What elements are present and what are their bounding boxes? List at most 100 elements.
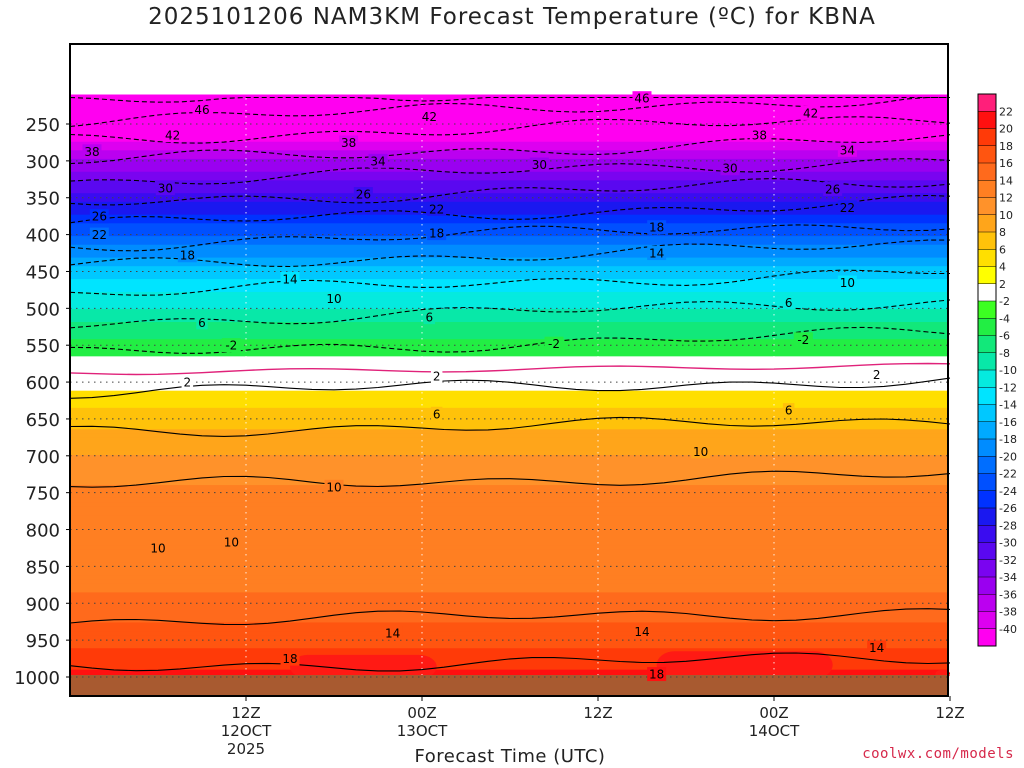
contour-label: 10	[326, 480, 341, 494]
contour-label: 18	[649, 221, 664, 235]
contour-label: 10	[150, 541, 165, 555]
colorbar-label: 10	[999, 209, 1013, 222]
colorbar-swatch	[978, 214, 996, 233]
temperature-band	[70, 399, 948, 405]
isotherm-line	[69, 224, 951, 252]
contour-label: 6	[785, 296, 793, 310]
colorbar-label: -32	[999, 554, 1017, 567]
temperature-band	[70, 300, 948, 306]
isotherm-line	[69, 116, 951, 144]
temperature-band	[70, 665, 948, 671]
temperature-band	[70, 223, 948, 229]
temperature-band	[70, 673, 948, 675]
colorbar-label: 14	[999, 174, 1013, 187]
y-tick-label: 400	[26, 226, 60, 247]
contour-label: 30	[158, 182, 173, 196]
colorbar-swatch	[978, 508, 996, 526]
temperature-band	[70, 347, 948, 353]
isotherms	[69, 96, 951, 672]
contour-label: 18	[180, 249, 195, 263]
contour-label-bg	[793, 332, 813, 347]
plot-frame	[69, 43, 949, 697]
contour-label: -2	[797, 333, 809, 347]
temperature-band	[70, 180, 948, 186]
contour-label-bg	[427, 226, 447, 241]
temperature-band	[70, 579, 948, 585]
colorbar-label: -22	[999, 468, 1017, 481]
temperature-band	[70, 493, 948, 499]
colorbar-swatch	[978, 197, 996, 216]
colorbar-label: -34	[999, 571, 1017, 584]
temperature-band	[70, 643, 948, 649]
temperature-band	[70, 631, 948, 636]
temperature-band	[70, 459, 948, 465]
temperature-band	[70, 210, 948, 216]
contour-label-bg	[430, 369, 443, 384]
contour-label: 10	[326, 292, 341, 306]
temperature-band	[70, 201, 948, 207]
contour-label: 46	[634, 92, 649, 106]
temperature-band	[70, 515, 948, 521]
contour-label-bg	[383, 625, 403, 640]
y-tick-label: 450	[26, 262, 60, 283]
temperature-band	[70, 296, 948, 302]
isotherm-line	[69, 326, 951, 354]
contour-label-bg	[324, 479, 344, 494]
isotherm-line	[69, 158, 951, 185]
contour-label-bg	[177, 248, 197, 263]
colorbar-label: 8	[999, 226, 1006, 239]
isotherm-line	[69, 178, 951, 206]
temperature-band	[70, 244, 948, 250]
colorbar-swatch	[978, 128, 996, 147]
contour-label: -2	[225, 339, 237, 353]
colorbar-swatch	[978, 266, 996, 285]
colorbar-swatch	[978, 490, 996, 509]
temperature-band	[70, 420, 948, 426]
temperature-band	[70, 480, 948, 486]
temperature-band	[70, 626, 948, 632]
colorbar-label: 20	[999, 123, 1013, 136]
contour-label: 10	[224, 536, 239, 550]
colorbar-swatch	[978, 611, 996, 630]
temperature-band	[70, 249, 948, 254]
contour-label: 34	[840, 143, 855, 157]
temperature-band	[70, 137, 948, 143]
contour-label-bg	[782, 295, 795, 310]
contour-label-bg	[148, 540, 168, 555]
x-tick-label: 2025	[227, 740, 265, 758]
temperature-band	[70, 120, 948, 126]
contour-label: 18	[649, 668, 664, 682]
contour-label: 30	[532, 158, 547, 172]
temperature-band	[70, 124, 948, 130]
temperature-band	[70, 639, 948, 645]
isotherm-line	[69, 299, 951, 329]
temperature-band	[70, 669, 948, 675]
contour-label: 2	[873, 368, 881, 382]
contour-label: 22	[840, 201, 855, 215]
temperature-band	[70, 540, 948, 546]
temperature-band	[70, 442, 948, 448]
temperature-band	[70, 390, 948, 396]
contour-label-bg	[221, 535, 241, 550]
contour-label-bg	[324, 291, 344, 306]
contour-label: 2	[433, 370, 441, 384]
temperature-band	[70, 291, 948, 297]
temperature-band	[70, 343, 948, 349]
x-tick-label: 13OCT	[397, 722, 448, 740]
colorbar-swatch	[978, 180, 996, 198]
contour-label-bg	[192, 102, 212, 117]
temperature-band	[70, 98, 948, 104]
isotherm-line	[69, 269, 950, 296]
temperature-band	[70, 429, 948, 435]
x-tick-label: 00Z	[407, 704, 436, 722]
y-tick-label: 800	[26, 521, 60, 542]
temperature-band	[70, 261, 948, 267]
site-credit[interactable]: coolwx.com/models	[862, 746, 1014, 762]
y-tick-label: 600	[26, 373, 60, 394]
colorbar-swatch	[978, 456, 996, 474]
y-tick-label: 700	[26, 447, 60, 468]
contour-label-bg	[163, 128, 183, 143]
colorbar-swatch	[978, 163, 996, 181]
colorbar-label: -10	[999, 364, 1017, 377]
